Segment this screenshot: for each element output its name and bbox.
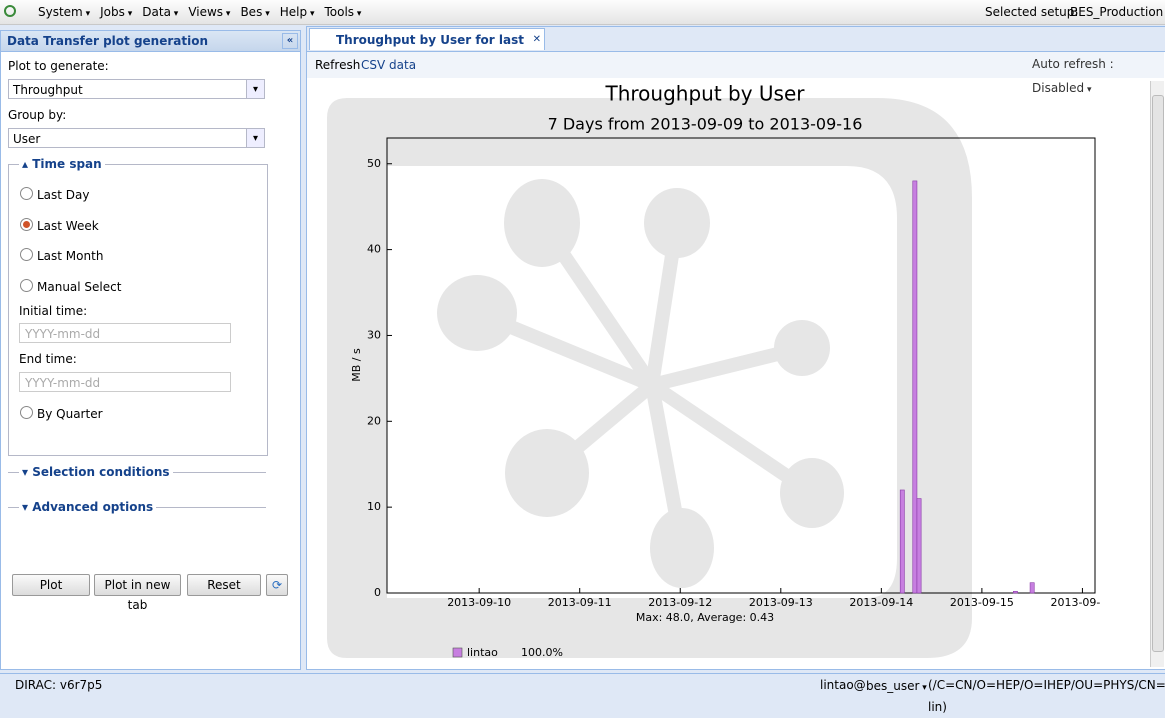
x-tick-label: 2013-09-15 (950, 596, 1014, 609)
chart: Throughput by User 7 Days from 2013-09-0… (327, 82, 1114, 659)
section-text: Advanced options (32, 500, 154, 514)
panel-title-text: Data Transfer plot generation (7, 34, 209, 48)
section-toggle[interactable]: ▾ Selection conditions (19, 465, 173, 479)
menu-bar: System Jobs Data Views Bes Help Tools Selected… (0, 0, 1165, 25)
chart-title: Throughput by User (604, 82, 805, 106)
bar (899, 489, 905, 594)
chart-note: Max: 48.0, Average: 0.43 (636, 611, 774, 624)
status-bar: DIRAC: v6r7p5 lintao@ bes_user (/C=CN/O=… (0, 673, 1165, 714)
refresh-icon-button[interactable]: ⟳ (266, 574, 288, 596)
radio[interactable] (20, 406, 33, 419)
x-tick-label: 2013-09-16 (1050, 596, 1114, 609)
label: Group by: (8, 108, 67, 122)
menu-items: System Jobs Data Views Bes Help Tools (38, 0, 371, 26)
watermark (327, 98, 972, 658)
legend-label: lintao (467, 646, 498, 659)
radio[interactable] (20, 248, 33, 261)
setup-select[interactable]: BES_Production (1070, 0, 1163, 52)
menu-item[interactable]: Bes (240, 0, 269, 26)
setup-label: Selected setup: (985, 5, 1079, 19)
tab[interactable]: Throughput by User for last week ✕ (309, 28, 545, 69)
x-tick-label: 2013-09-12 (648, 596, 712, 609)
page: {"menu":{"items":["System","Jobs","Data"… (0, 0, 1165, 695)
y-axis-label: MB / s (350, 348, 363, 382)
menu-item[interactable]: System (38, 0, 90, 26)
radio-label: Last Week (37, 218, 99, 233)
x-tick-label: 2013-09-10 (447, 596, 511, 609)
button[interactable]: Plot in new tab (94, 574, 181, 612)
collapse-button[interactable]: « (282, 33, 298, 49)
plot-select[interactable]: Throughput (8, 79, 265, 99)
y-tick-label: 20 (367, 414, 381, 427)
menu-item[interactable]: Tools (324, 0, 361, 26)
y-tick-label: 30 (367, 328, 381, 341)
group-select[interactable]: bes_user (866, 674, 927, 700)
tab-strip: Throughput by User for last week ✕ (307, 27, 1165, 69)
y-tick-label: 0 (374, 586, 381, 599)
x-tick-label: 2013-09-11 (548, 596, 612, 609)
auto-refresh[interactable]: Auto refresh : Disabled (1032, 52, 1154, 102)
x-tick-label: 2013-09-14 (849, 596, 913, 609)
menu-item[interactable]: Jobs (100, 0, 132, 26)
label: Initial time: (19, 304, 88, 318)
radio-label: Last Day (37, 188, 90, 202)
legend-swatch (452, 647, 463, 658)
section-text: Selection conditions (32, 465, 170, 479)
bar (1013, 590, 1018, 594)
label: End time: (19, 352, 77, 366)
menu-item[interactable]: Views (188, 0, 230, 26)
x-tick-label: 2013-09-13 (749, 596, 813, 609)
button[interactable]: Reset (187, 574, 261, 596)
user: lintao@ (820, 678, 866, 692)
label: Plot to generate: (8, 59, 109, 73)
radio[interactable] (20, 278, 33, 292)
button[interactable]: Plot (12, 574, 90, 596)
bar (1029, 582, 1035, 594)
bar (912, 180, 918, 594)
chart-subtitle: 7 Days from 2013-09-09 to 2013-09-16 (548, 115, 863, 134)
left-panel: Data Transfer plot generation « Plot to … (0, 30, 301, 670)
radio-label: Manual Select (37, 279, 122, 294)
toolbar-button[interactable]: CSV data (361, 58, 417, 72)
y-tick-label: 10 (367, 500, 381, 513)
radio[interactable] (20, 217, 33, 231)
panel-title: Data Transfer plot generation « (1, 31, 300, 52)
radio[interactable] (20, 187, 33, 200)
section-toggle[interactable]: ▾ Advanced options (19, 500, 157, 514)
plot: 0 10 20 30 40 50 2013-09-10 2013-09-11 2013-09-1… (367, 137, 1114, 659)
date-input[interactable]: YYYY-mm-dd (19, 372, 231, 392)
tab-close[interactable]: ✕ (532, 34, 541, 45)
time-span-fieldset: ▴ Time span (8, 157, 268, 456)
plot-area (386, 137, 1096, 594)
version: DIRAC: v6r7p5 (15, 678, 103, 692)
legend-share: 100.0% (521, 646, 563, 659)
scroll-thumb[interactable] (1152, 95, 1164, 652)
scrollbar[interactable] (1150, 81, 1164, 667)
legend-text: Time span (32, 157, 102, 171)
date-input[interactable]: YYYY-mm-dd (19, 323, 231, 343)
group-select[interactable]: User (8, 128, 265, 148)
menu-item[interactable]: Help (280, 0, 315, 26)
radio-label: Last Month (37, 249, 104, 263)
toolbar-button[interactable]: Refresh (315, 58, 361, 72)
y-tick-label: 50 (367, 157, 381, 170)
radio-label: By Quarter (37, 407, 103, 421)
user-dn: (/C=CN/O=HEP/O=IHEP/OU=PHYS/CN=tao lin) (928, 678, 1165, 714)
bar (916, 498, 922, 594)
menu-item[interactable]: Data (142, 0, 178, 26)
y-tick-label: 40 (367, 243, 381, 256)
fieldset-legend[interactable]: ▴ Time span (19, 157, 105, 171)
logo[interactable] (4, 5, 16, 17)
toolbar: Refresh CSV data Auto refresh : Disabled (307, 52, 1164, 95)
